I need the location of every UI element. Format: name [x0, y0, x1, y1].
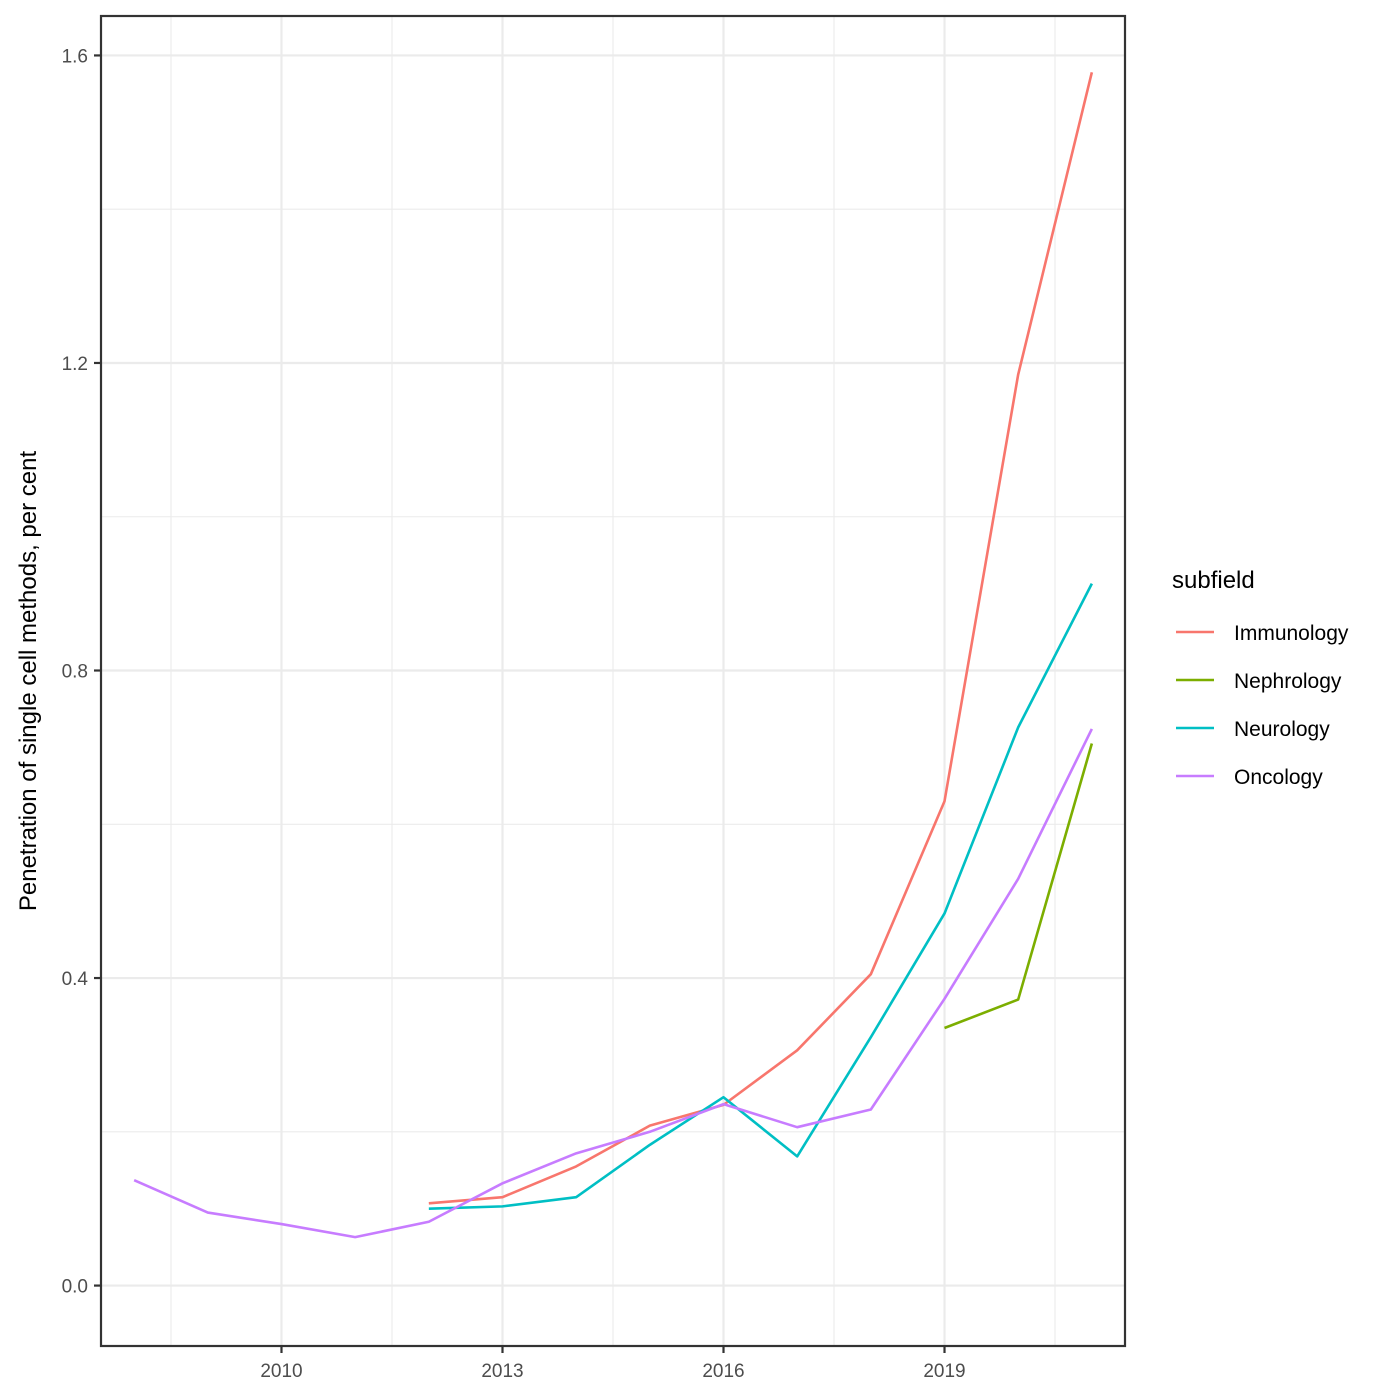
y-tick-label: 1.2: [62, 354, 88, 375]
y-tick-label: 0.0: [62, 1277, 88, 1298]
x-tick-label: 2013: [481, 1361, 523, 1382]
legend-label: Nephrology: [1234, 670, 1342, 693]
legend-label: Neurology: [1234, 718, 1330, 741]
x-axis: 2010 2013 2016 2019: [260, 1346, 966, 1382]
y-axis: 0.0 0.4 0.8 1.2 1.6: [62, 46, 101, 1298]
y-axis-title: Penetration of single cell methods, per …: [15, 451, 42, 912]
legend-items: Immunology Nephrology Neurology Oncology: [1176, 622, 1349, 789]
legend-item-immunology: Immunology: [1176, 622, 1349, 645]
series-line-neurology: [428, 583, 1094, 1210]
y-tick-label: 0.8: [62, 662, 88, 683]
legend-label: Oncology: [1234, 766, 1323, 789]
legend-label: Immunology: [1234, 622, 1349, 645]
series-lines: [133, 72, 1094, 1239]
minor-gridlines: [101, 16, 1125, 1346]
x-tick-label: 2016: [702, 1361, 744, 1382]
y-tick-label: 1.6: [62, 46, 88, 67]
y-tick-label: 0.4: [62, 969, 89, 990]
legend: subfield Immunology Nephrology Neurology On…: [1172, 567, 1349, 789]
series-line-oncology: [133, 728, 1094, 1239]
legend-item-oncology: Oncology: [1176, 766, 1323, 789]
plot-panel: [99, 14, 1127, 1348]
x-tick-label: 2010: [260, 1361, 302, 1382]
x-tick-label: 2019: [923, 1361, 965, 1382]
major-gridlines: [101, 16, 1125, 1346]
legend-item-neurology: Neurology: [1176, 718, 1330, 741]
legend-title: subfield: [1172, 567, 1255, 594]
series-line-immunology: [428, 72, 1094, 1205]
legend-item-nephrology: Nephrology: [1176, 670, 1342, 693]
series-line-nephrology: [944, 743, 1094, 1030]
panel-border: [99, 14, 1127, 1348]
